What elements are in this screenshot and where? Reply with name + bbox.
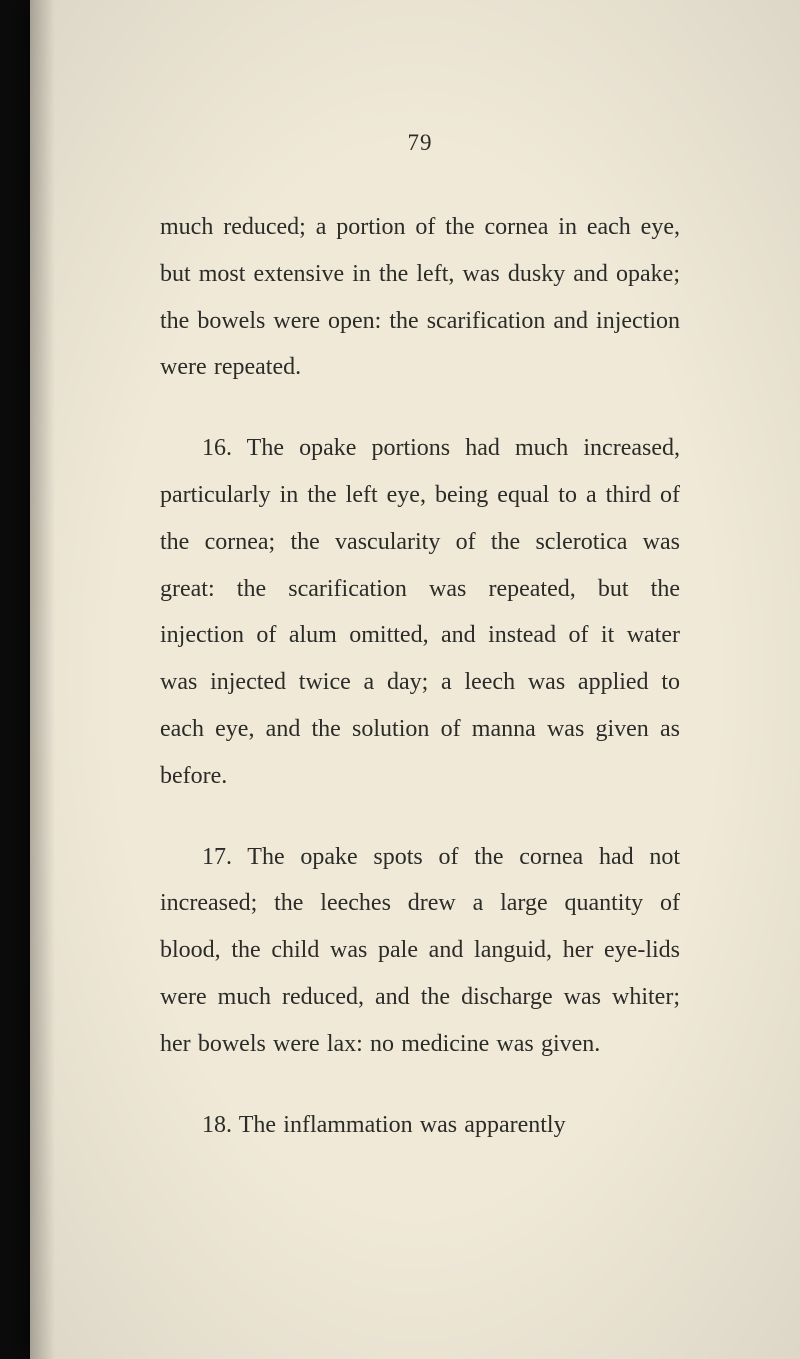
paragraph-18: 18. The inflammation was apparently — [160, 1102, 680, 1149]
book-page: 79 much reduced; a portion of the cornea… — [30, 0, 800, 1359]
binding-edge — [0, 0, 30, 1359]
paragraph-17: 17. The opake spots of the cornea had no… — [160, 834, 680, 1068]
paragraph-16: 16. The opake portions had much increase… — [160, 425, 680, 799]
paragraph-continuation: much reduced; a portion of the cornea in… — [160, 204, 680, 391]
page-content: 79 much reduced; a portion of the cornea… — [160, 130, 680, 1182]
page-number: 79 — [160, 130, 680, 156]
